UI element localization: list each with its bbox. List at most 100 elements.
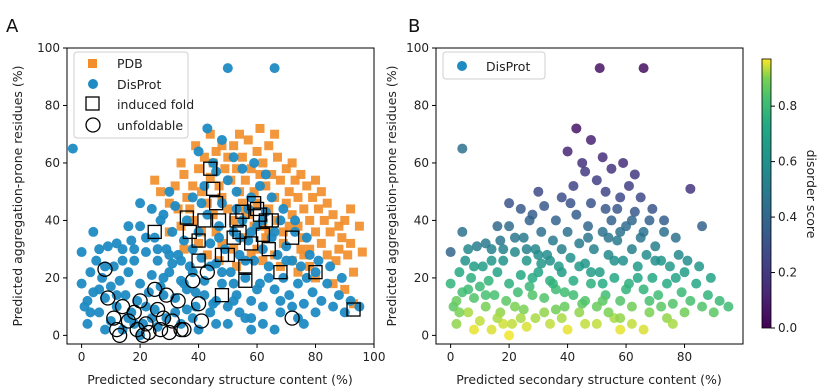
- panel-a-point-disprot: [275, 295, 286, 306]
- panel-b-point-disprot: [480, 301, 491, 312]
- panel-b-legend-box: [442, 51, 546, 80]
- panel-b-point-disprot: [483, 275, 494, 286]
- panel-b-point-disprot: [492, 221, 503, 232]
- panel-a-y-tick-label: 60: [45, 156, 60, 170]
- panel-b-point-disprot: [489, 290, 500, 301]
- panel-a-y-tick-label: 100: [37, 41, 60, 55]
- panel-a-point-disprot: [187, 267, 198, 278]
- panel-b-point-disprot: [679, 307, 690, 318]
- panel-b-point-disprot: [504, 221, 515, 232]
- panel-b-point-disprot: [515, 313, 526, 324]
- panel-a-point-pdb: [194, 238, 204, 248]
- panel-a-point-disprot: [67, 143, 78, 154]
- panel-b-point-disprot: [644, 307, 655, 318]
- panel-a-point-disprot: [82, 318, 93, 329]
- panel-b-point-disprot: [647, 203, 658, 214]
- panel-a-y-tick-label: 20: [45, 271, 60, 285]
- panel-b-point-disprot: [591, 175, 602, 186]
- panel-a-point-disprot: [85, 307, 96, 318]
- panel-a-point-pdb: [334, 221, 344, 231]
- panel-a-point-unfoldable: [190, 296, 207, 312]
- panel-a-point-induced-fold: [244, 236, 259, 251]
- panel-a-point-disprot: [123, 221, 134, 232]
- panel-a-point-disprot: [234, 307, 245, 318]
- panel-b-point-disprot: [515, 270, 526, 281]
- panel-b-point-disprot: [612, 203, 623, 214]
- panel-b-y-tick-label: 40: [414, 213, 429, 227]
- panel-b-point-disprot: [682, 255, 693, 266]
- panel-b-point-disprot: [685, 295, 696, 306]
- panel-a-point-pdb: [237, 152, 247, 162]
- panel-a-point-pdb: [346, 204, 356, 214]
- panel-b-point-disprot: [454, 307, 465, 318]
- panel-b-point-disprot: [574, 238, 585, 249]
- panel-b-point-disprot: [463, 307, 474, 318]
- panel-a-point-induced-fold: [191, 253, 206, 268]
- panel-b-x-tick-label: 0: [447, 350, 455, 364]
- panel-a-point-disprot: [254, 180, 265, 191]
- panel-a-point-disprot: [231, 203, 242, 214]
- panel-a-point-disprot: [275, 307, 286, 318]
- panel-a-point-pdb: [246, 164, 256, 174]
- panel-a-point-disprot: [135, 198, 146, 209]
- panel-a-x-tick-label: 40: [191, 350, 206, 364]
- panel-a-point-pdb: [164, 198, 174, 208]
- panel-a-point-disprot: [295, 261, 306, 272]
- panel-a-point-disprot: [216, 267, 227, 278]
- panel-a-point-disprot: [292, 278, 303, 289]
- legend-b-disprot-marker: [457, 61, 467, 71]
- panel-a-point-pdb: [340, 284, 350, 294]
- panel-a-y-ticks: 0 20 40 60 80 100: [37, 41, 67, 342]
- panel-a-point-disprot: [211, 166, 222, 177]
- panel-a-point-disprot: [219, 244, 230, 255]
- panel-a-point-pdb: [261, 233, 271, 243]
- panel-a-point-unfoldable: [199, 264, 215, 280]
- panel-a-point-disprot: [275, 215, 286, 226]
- panel-a-point-disprot: [216, 198, 227, 209]
- panel-a-point-disprot: [181, 304, 192, 315]
- panel-b-point-disprot: [600, 203, 611, 214]
- panel-a-point-pdb: [311, 227, 321, 237]
- panel-a-point-pdb: [296, 244, 306, 254]
- panel-a-point-induced-fold: [255, 227, 271, 242]
- panel-b-x-tick-label: 80: [677, 350, 692, 364]
- panel-b-point-disprot: [504, 278, 515, 289]
- panel-a-point-pdb: [156, 187, 166, 197]
- panel-a-point-disprot: [176, 255, 187, 266]
- panel-a-point-disprot: [237, 163, 248, 174]
- panel-a-point-disprot: [354, 301, 365, 312]
- panel-a-point-disprot: [281, 255, 292, 266]
- panel-b-point-disprot: [676, 287, 687, 298]
- panel-a-point-disprot: [146, 270, 157, 281]
- panel-a-point-disprot: [123, 313, 134, 324]
- panel-b-legend: DisProt: [442, 51, 546, 80]
- panel-b-point-disprot: [533, 186, 544, 197]
- panel-a-point-disprot: [114, 275, 125, 286]
- panel-a-point-pdb: [255, 169, 265, 179]
- panel-a-point-disprot: [178, 235, 189, 246]
- panel-a-point-unfoldable: [161, 324, 177, 341]
- panel-b-point-disprot: [606, 163, 617, 174]
- panel-a-point-pdb: [188, 181, 198, 191]
- panel-a-point-disprot: [100, 324, 111, 335]
- panel-a-point-disprot: [187, 192, 198, 203]
- panel-a-point-induced-fold: [232, 224, 247, 240]
- panel-b-x-tick-label: 20: [501, 350, 516, 364]
- panel-a-point-pdb: [217, 141, 227, 151]
- panel-b-scatter: 0 20 40 60 80 0 20 40 60 80 100 Predicted seconda…: [384, 41, 744, 387]
- panel-a-point-induced-fold: [252, 207, 268, 222]
- panel-a-point-pdb: [331, 256, 341, 266]
- panel-a-point-disprot: [94, 284, 105, 295]
- panel-b-point-disprot: [629, 206, 640, 217]
- panel-a-point-induced-fold: [226, 230, 241, 245]
- panel-a-point-disprot: [310, 267, 321, 278]
- panel-a-point-pdb: [246, 250, 256, 260]
- panel-b-point-disprot: [504, 330, 515, 341]
- panel-b-point-disprot: [594, 267, 605, 278]
- panel-a-point-disprot: [214, 221, 225, 232]
- colorbar-tick-label: 0.2: [778, 266, 797, 280]
- panel-a-x-label: Predicted secondary structure content (%…: [87, 372, 353, 387]
- panel-b-point-disprot: [530, 313, 541, 324]
- panel-a-x-tick-label: 20: [132, 350, 147, 364]
- panel-b-x-tick-label: 60: [618, 350, 633, 364]
